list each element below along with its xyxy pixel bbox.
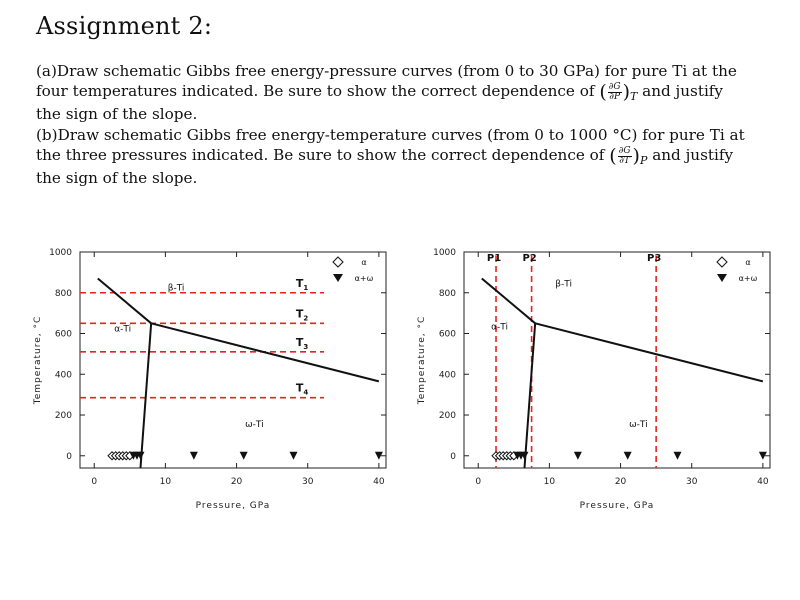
x-tick-label: 10 bbox=[160, 477, 172, 487]
alpha-omega-point bbox=[520, 451, 529, 460]
alpha-omega-point bbox=[758, 451, 767, 460]
temperature-label-T1: T1 bbox=[296, 277, 309, 292]
plot-frame bbox=[79, 251, 387, 469]
phase-boundary-1 bbox=[97, 277, 152, 325]
y-tick-label: 800 bbox=[55, 289, 72, 299]
derivative-denominator: ∂P bbox=[609, 91, 621, 102]
phase-label: β-Ti bbox=[168, 284, 185, 294]
alpha-omega-point bbox=[136, 451, 145, 460]
phase-boundary-3 bbox=[139, 323, 153, 469]
part-b-line-2-text: the three pressures indicated. Be sure t… bbox=[36, 146, 605, 164]
derivative-subscript: P bbox=[639, 154, 648, 167]
legend-alpha-label: α bbox=[361, 258, 366, 267]
alpha-omega-point bbox=[189, 451, 198, 460]
part-b-line-2: the three pressures indicated. Be sure t… bbox=[36, 145, 734, 167]
x-tick-label: 10 bbox=[544, 477, 556, 487]
legend-alpha-label: α bbox=[745, 258, 750, 267]
part-a-line-1: (a)Draw schematic Gibbs free energy-pres… bbox=[36, 62, 737, 80]
pressure-label-P3: P3 bbox=[647, 253, 661, 264]
x-tick-label: 30 bbox=[686, 477, 698, 487]
phase-label: β-Ti bbox=[555, 280, 572, 290]
derivative-numerator: ∂G bbox=[617, 145, 632, 157]
phase-boundary-1 bbox=[481, 277, 536, 325]
part-a-line-3: the sign of the slope. bbox=[36, 105, 198, 123]
x-tick-label: 20 bbox=[615, 477, 627, 487]
derivative-numerator: ∂G bbox=[607, 81, 622, 93]
phase-boundary-2 bbox=[150, 322, 380, 383]
temperature-label-T2: T2 bbox=[296, 307, 309, 322]
alpha-omega-point bbox=[289, 451, 298, 460]
temperature-label-T4: T4 bbox=[296, 382, 309, 397]
pressure-label-P1: P1 bbox=[487, 253, 501, 264]
y-tick-label: 600 bbox=[55, 330, 72, 340]
phase-label: ω-Ti bbox=[245, 420, 264, 430]
x-tick-label: 30 bbox=[302, 477, 314, 487]
phase-diagram-temperatures: 0 200 400 600 800 1000 0 10 20 30 40 Pressure, GPa T… bbox=[33, 248, 387, 511]
part-a-line-2-text: four temperatures indicated. Be sure to … bbox=[36, 82, 595, 100]
part-b-line-3: the sign of the slope. bbox=[36, 169, 198, 187]
temperature-label-T3: T3 bbox=[296, 336, 309, 351]
phase-label: ω-Ti bbox=[629, 420, 648, 430]
y-tick-label: 1000 bbox=[49, 248, 72, 258]
x-tick-label: 40 bbox=[373, 477, 385, 487]
legend-alpha-omega-label: α+ω bbox=[739, 274, 758, 283]
partial-derivative-g-p: ∂G ∂P bbox=[607, 81, 622, 102]
alpha-omega-point bbox=[239, 451, 248, 460]
legend-alpha-symbol bbox=[716, 256, 728, 268]
y-tick-label: 200 bbox=[439, 411, 456, 421]
derivative-denominator: ∂T bbox=[619, 155, 630, 166]
x-tick-label: 0 bbox=[91, 477, 97, 487]
part-a-line-2-tail: and justify bbox=[642, 82, 724, 100]
x-axis-label: Pressure, GPa bbox=[580, 501, 655, 511]
phase-diagram-pressures: 0 200 400 600 800 1000 0 10 20 30 40 Pressure, GPa T… bbox=[417, 248, 771, 511]
y-tick-label: 600 bbox=[439, 330, 456, 340]
y-tick-label: 1000 bbox=[433, 248, 456, 258]
derivative-subscript: T bbox=[630, 90, 638, 103]
y-tick-label: 400 bbox=[439, 370, 456, 380]
y-tick-label: 800 bbox=[439, 289, 456, 299]
x-axis-label: Pressure, GPa bbox=[196, 501, 271, 511]
part-b-line-2-tail: and justify bbox=[652, 146, 734, 164]
alpha-omega-point bbox=[573, 451, 582, 460]
legend-alpha-omega-symbol bbox=[717, 274, 727, 282]
assignment-title: Assignment 2: bbox=[36, 12, 213, 40]
alpha-omega-point bbox=[673, 451, 682, 460]
alpha-omega-point bbox=[374, 451, 383, 460]
alpha-omega-point bbox=[623, 451, 632, 460]
legend-alpha-symbol bbox=[332, 256, 344, 268]
legend-alpha-omega-symbol bbox=[333, 274, 343, 282]
phase-boundary-3 bbox=[523, 323, 537, 469]
y-axis-label: Temperature, °C bbox=[417, 316, 427, 406]
phase-label: α-Ti bbox=[114, 324, 131, 334]
plot-frame bbox=[463, 251, 771, 469]
x-tick-label: 40 bbox=[757, 477, 769, 487]
legend-alpha-omega-label: α+ω bbox=[355, 274, 374, 283]
y-tick-label: 0 bbox=[450, 452, 456, 462]
y-tick-label: 0 bbox=[66, 452, 72, 462]
part-b-line-1: (b)Draw schematic Gibbs free energy-temp… bbox=[36, 126, 745, 144]
x-tick-label: 20 bbox=[231, 477, 243, 487]
y-axis-label: Temperature, °C bbox=[33, 316, 43, 406]
y-tick-label: 200 bbox=[55, 411, 72, 421]
y-tick-label: 400 bbox=[55, 370, 72, 380]
x-tick-label: 0 bbox=[475, 477, 481, 487]
part-a-line-2: four temperatures indicated. Be sure to … bbox=[36, 81, 724, 103]
pressure-label-P2: P2 bbox=[522, 253, 536, 264]
phase-boundary-2 bbox=[534, 322, 764, 383]
partial-derivative-g-t: ∂G ∂T bbox=[617, 145, 632, 166]
phase-label: α-Ti bbox=[491, 322, 508, 332]
